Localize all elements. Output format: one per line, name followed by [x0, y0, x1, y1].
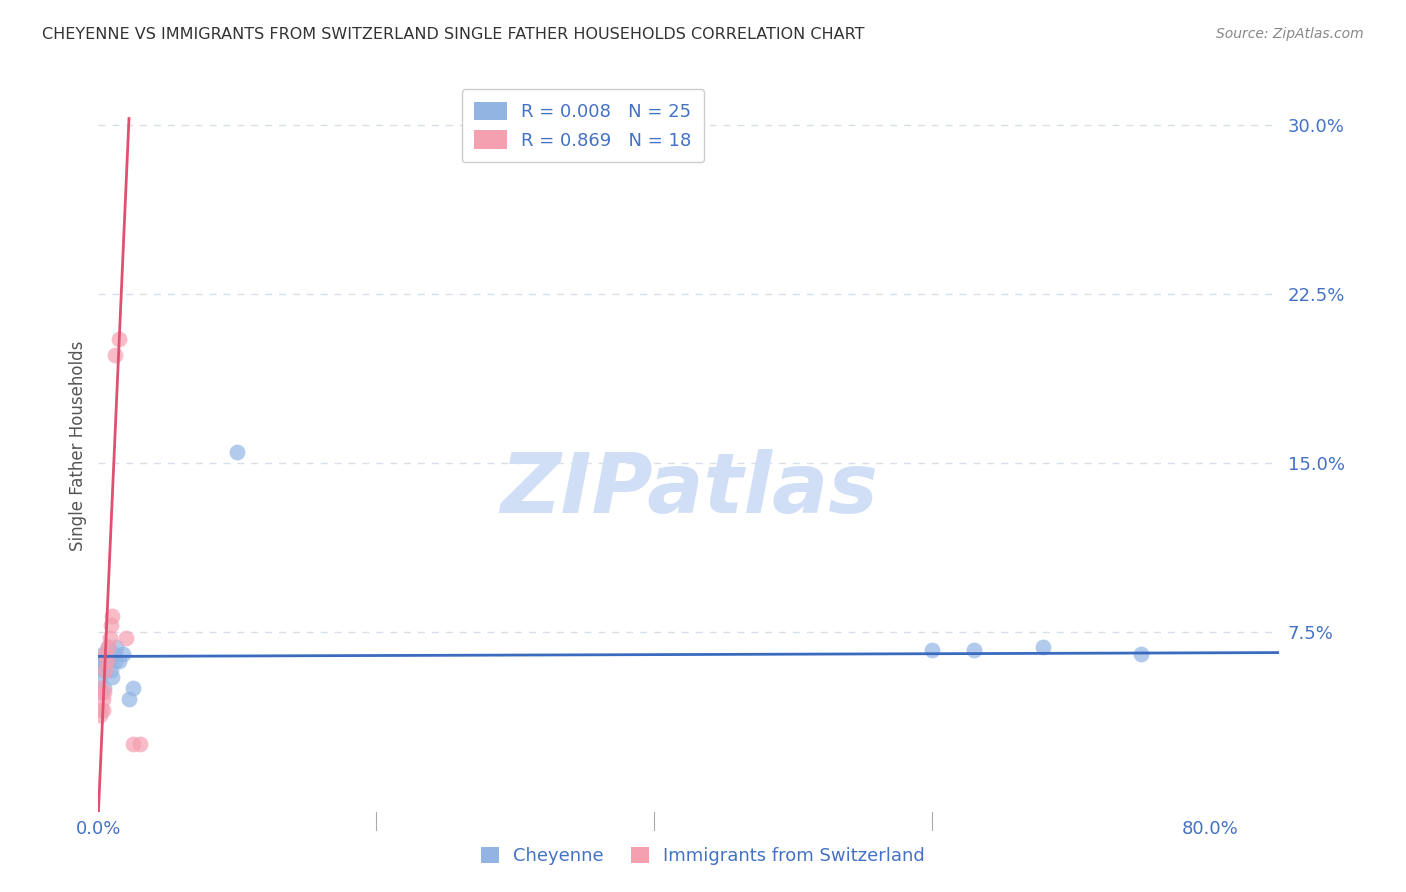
Point [96, 654, 118, 668]
Point [108, 654, 131, 668]
Point [89, 670, 111, 684]
Point [129, 737, 152, 751]
Point [90, 685, 112, 699]
Point [115, 632, 138, 646]
Legend: R = 0.008   N = 25, R = 0.869   N = 18: R = 0.008 N = 25, R = 0.869 N = 18 [461, 89, 704, 162]
Point [97, 640, 120, 655]
Point [105, 640, 128, 655]
Point [226, 444, 249, 458]
Point [91, 647, 114, 661]
Point [93, 681, 115, 695]
Point [100, 618, 122, 632]
Point [118, 692, 141, 706]
Point [98, 632, 121, 646]
Point [90, 703, 112, 717]
Point [103, 647, 125, 661]
Point [1129, 647, 1152, 661]
Point [104, 654, 127, 668]
Point [122, 737, 145, 751]
Point [89, 681, 111, 695]
Point [90, 654, 112, 668]
Point [96, 654, 118, 668]
Point [89, 708, 111, 723]
Point [100, 663, 122, 677]
Point [108, 332, 131, 346]
Point [94, 651, 117, 665]
Point [94, 647, 117, 661]
Y-axis label: Single Father Households: Single Father Households [69, 341, 87, 551]
Point [101, 608, 124, 623]
Point [963, 642, 986, 657]
Point [921, 642, 943, 657]
Point [93, 658, 115, 673]
Point [112, 647, 135, 661]
Text: CHEYENNE VS IMMIGRANTS FROM SWITZERLAND SINGLE FATHER HOUSEHOLDS CORRELATION CHA: CHEYENNE VS IMMIGRANTS FROM SWITZERLAND … [42, 27, 865, 42]
Point [91, 692, 114, 706]
Text: Source: ZipAtlas.com: Source: ZipAtlas.com [1216, 27, 1364, 41]
Text: ZIPatlas: ZIPatlas [501, 450, 877, 531]
Point [91, 703, 114, 717]
Point [91, 663, 114, 677]
Point [122, 681, 145, 695]
Legend: Cheyenne, Immigrants from Switzerland: Cheyenne, Immigrants from Switzerland [472, 838, 934, 874]
Point [98, 651, 121, 665]
Point [104, 348, 127, 362]
Point [1032, 640, 1054, 655]
Point [94, 663, 117, 677]
Point [93, 685, 115, 699]
Point [101, 670, 124, 684]
Point [97, 640, 120, 655]
